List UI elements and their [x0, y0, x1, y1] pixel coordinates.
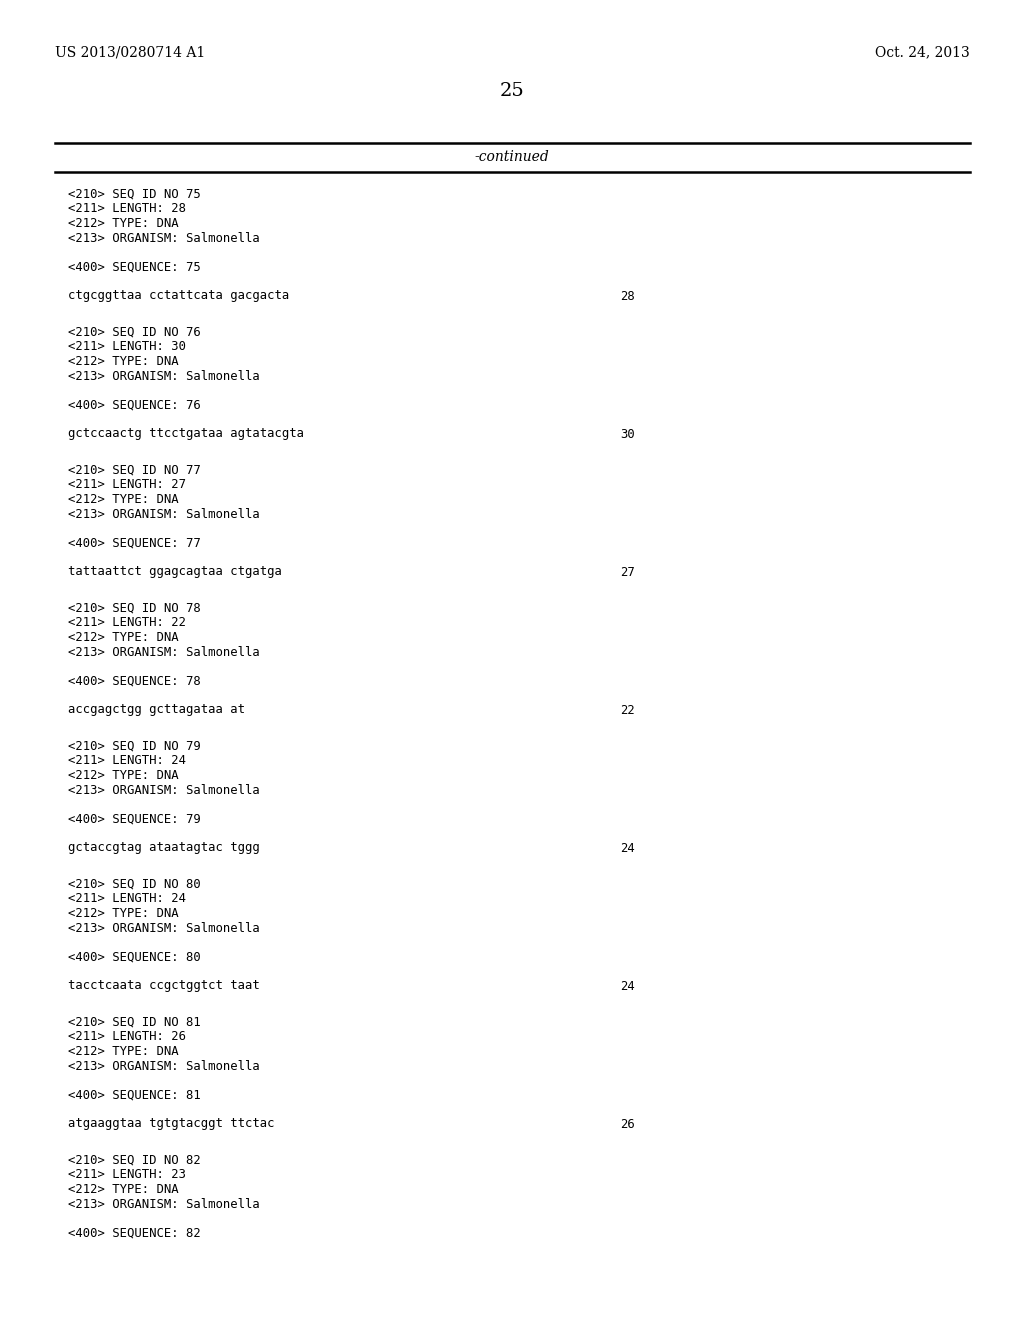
Text: <213> ORGANISM: Salmonella: <213> ORGANISM: Salmonella	[68, 1197, 260, 1210]
Text: gctaccgtag ataatagtac tggg: gctaccgtag ataatagtac tggg	[68, 842, 260, 854]
Text: tattaattct ggagcagtaa ctgatga: tattaattct ggagcagtaa ctgatga	[68, 565, 282, 578]
Text: Oct. 24, 2013: Oct. 24, 2013	[876, 45, 970, 59]
Text: <210> SEQ ID NO 80: <210> SEQ ID NO 80	[68, 878, 201, 891]
Text: <212> TYPE: DNA: <212> TYPE: DNA	[68, 907, 178, 920]
Text: 24: 24	[620, 842, 635, 854]
Text: <400> SEQUENCE: 75: <400> SEQUENCE: 75	[68, 260, 201, 273]
Text: <213> ORGANISM: Salmonella: <213> ORGANISM: Salmonella	[68, 784, 260, 796]
Text: <212> TYPE: DNA: <212> TYPE: DNA	[68, 216, 178, 230]
Text: <212> TYPE: DNA: <212> TYPE: DNA	[68, 1183, 178, 1196]
Text: <400> SEQUENCE: 79: <400> SEQUENCE: 79	[68, 813, 201, 825]
Text: <213> ORGANISM: Salmonella: <213> ORGANISM: Salmonella	[68, 645, 260, 659]
Text: <210> SEQ ID NO 78: <210> SEQ ID NO 78	[68, 602, 201, 615]
Text: <213> ORGANISM: Salmonella: <213> ORGANISM: Salmonella	[68, 921, 260, 935]
Text: ctgcggttaa cctattcata gacgacta: ctgcggttaa cctattcata gacgacta	[68, 289, 289, 302]
Text: <400> SEQUENCE: 78: <400> SEQUENCE: 78	[68, 675, 201, 688]
Text: <211> LENGTH: 28: <211> LENGTH: 28	[68, 202, 186, 215]
Text: <212> TYPE: DNA: <212> TYPE: DNA	[68, 631, 178, 644]
Text: <211> LENGTH: 30: <211> LENGTH: 30	[68, 341, 186, 354]
Text: 25: 25	[500, 82, 524, 100]
Text: -continued: -continued	[475, 150, 549, 164]
Text: <400> SEQUENCE: 80: <400> SEQUENCE: 80	[68, 950, 201, 964]
Text: <211> LENGTH: 26: <211> LENGTH: 26	[68, 1031, 186, 1044]
Text: tacctcaata ccgctggtct taat: tacctcaata ccgctggtct taat	[68, 979, 260, 993]
Text: <400> SEQUENCE: 81: <400> SEQUENCE: 81	[68, 1089, 201, 1101]
Text: <210> SEQ ID NO 81: <210> SEQ ID NO 81	[68, 1016, 201, 1030]
Text: <212> TYPE: DNA: <212> TYPE: DNA	[68, 355, 178, 368]
Text: <213> ORGANISM: Salmonella: <213> ORGANISM: Salmonella	[68, 1060, 260, 1072]
Text: <211> LENGTH: 23: <211> LENGTH: 23	[68, 1168, 186, 1181]
Text: <400> SEQUENCE: 76: <400> SEQUENCE: 76	[68, 399, 201, 412]
Text: <210> SEQ ID NO 76: <210> SEQ ID NO 76	[68, 326, 201, 339]
Text: accgagctgg gcttagataa at: accgagctgg gcttagataa at	[68, 704, 245, 717]
Text: <210> SEQ ID NO 77: <210> SEQ ID NO 77	[68, 465, 201, 477]
Text: <212> TYPE: DNA: <212> TYPE: DNA	[68, 770, 178, 781]
Text: <213> ORGANISM: Salmonella: <213> ORGANISM: Salmonella	[68, 231, 260, 244]
Text: <212> TYPE: DNA: <212> TYPE: DNA	[68, 492, 178, 506]
Text: gctccaactg ttcctgataa agtatacgta: gctccaactg ttcctgataa agtatacgta	[68, 428, 304, 441]
Text: <210> SEQ ID NO 82: <210> SEQ ID NO 82	[68, 1154, 201, 1167]
Text: <212> TYPE: DNA: <212> TYPE: DNA	[68, 1045, 178, 1059]
Text: 27: 27	[620, 565, 635, 578]
Text: <213> ORGANISM: Salmonella: <213> ORGANISM: Salmonella	[68, 507, 260, 520]
Text: <400> SEQUENCE: 77: <400> SEQUENCE: 77	[68, 536, 201, 549]
Text: <213> ORGANISM: Salmonella: <213> ORGANISM: Salmonella	[68, 370, 260, 383]
Text: 24: 24	[620, 979, 635, 993]
Text: 30: 30	[620, 428, 635, 441]
Text: <211> LENGTH: 24: <211> LENGTH: 24	[68, 892, 186, 906]
Text: atgaaggtaa tgtgtacggt ttctac: atgaaggtaa tgtgtacggt ttctac	[68, 1118, 274, 1130]
Text: 28: 28	[620, 289, 635, 302]
Text: 22: 22	[620, 704, 635, 717]
Text: <211> LENGTH: 27: <211> LENGTH: 27	[68, 479, 186, 491]
Text: <210> SEQ ID NO 79: <210> SEQ ID NO 79	[68, 741, 201, 752]
Text: 26: 26	[620, 1118, 635, 1130]
Text: <211> LENGTH: 22: <211> LENGTH: 22	[68, 616, 186, 630]
Text: <211> LENGTH: 24: <211> LENGTH: 24	[68, 755, 186, 767]
Text: <400> SEQUENCE: 82: <400> SEQUENCE: 82	[68, 1226, 201, 1239]
Text: US 2013/0280714 A1: US 2013/0280714 A1	[55, 45, 205, 59]
Text: <210> SEQ ID NO 75: <210> SEQ ID NO 75	[68, 187, 201, 201]
